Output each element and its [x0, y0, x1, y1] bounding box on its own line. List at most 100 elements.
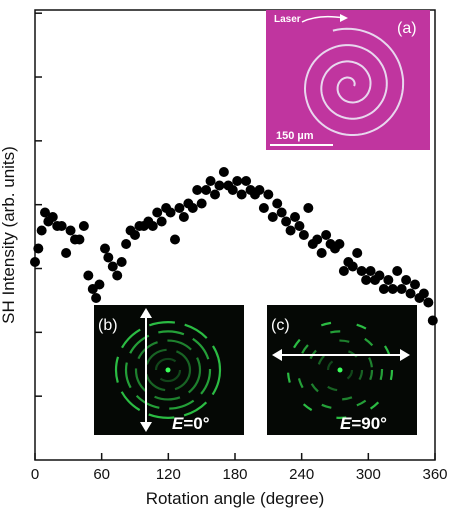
data-point: [147, 221, 158, 231]
inset-c-rings: [286, 321, 394, 419]
x-ticks: [34, 453, 436, 460]
data-point: [91, 293, 102, 303]
data-point: [61, 248, 72, 258]
x-tick-label: 60: [93, 466, 110, 483]
data-point: [334, 239, 345, 249]
laser-label: Laser: [274, 14, 301, 25]
data-point: [236, 189, 247, 200]
data-point: [405, 288, 416, 299]
data-point: [165, 207, 176, 218]
sh-ring: [296, 330, 384, 410]
x-tick-label: 0: [31, 466, 39, 483]
inset-b-e-symbol: E: [172, 414, 184, 433]
data-point: [83, 270, 94, 281]
data-point: [100, 243, 110, 254]
scale-bar-label: 150 µm: [276, 130, 314, 142]
sh-ring: [286, 321, 394, 419]
data-point: [156, 216, 167, 227]
arrowhead-up: [140, 308, 152, 318]
data-point: [232, 176, 243, 186]
x-tick-label: 120: [156, 466, 181, 483]
data-point: [254, 185, 265, 195]
arrowhead-down: [140, 422, 152, 432]
data-point: [285, 225, 296, 236]
data-point: [387, 284, 398, 294]
data-point: [36, 225, 47, 236]
data-point: [218, 167, 229, 177]
data-point: [396, 284, 407, 294]
inset-c-field: E=90°: [340, 414, 387, 433]
data-point: [33, 243, 44, 254]
x-tick-label: 180: [222, 466, 247, 483]
data-point: [56, 221, 67, 231]
data-point: [210, 189, 220, 200]
plot-area: 0 60 120 180 240 300 360: [30, 9, 448, 483]
data-point: [116, 257, 127, 267]
inset-b-rings: [114, 321, 222, 419]
data-point: [361, 275, 372, 285]
sh-ring: [306, 339, 374, 401]
data-point: [78, 221, 89, 231]
arrowhead-left: [272, 349, 282, 361]
x-tick-label: 300: [356, 466, 381, 483]
data-point: [352, 248, 363, 258]
data-point: [281, 216, 292, 227]
data-point: [427, 315, 438, 326]
sh-ring: [144, 348, 192, 392]
sh-ring: [124, 330, 212, 410]
data-points: [30, 167, 438, 326]
laser-arrow: [301, 15, 345, 23]
data-point: [321, 230, 332, 240]
inset-c-label: (c): [271, 317, 290, 334]
sh-ring: [316, 348, 364, 392]
y-ticks: [35, 12, 42, 397]
spiral-waveguide: [303, 27, 405, 136]
data-point: [401, 275, 412, 285]
data-point: [178, 212, 189, 222]
sh-ring: [114, 321, 222, 419]
data-point: [170, 234, 180, 245]
data-point: [65, 225, 76, 236]
data-point: [347, 261, 358, 272]
data-point: [365, 266, 376, 276]
data-point: [94, 279, 105, 290]
data-point: [392, 266, 403, 276]
data-point: [205, 176, 216, 186]
data-point: [410, 279, 420, 290]
data-point: [312, 234, 323, 245]
data-point: [214, 180, 225, 191]
data-point: [196, 198, 207, 209]
data-point: [47, 212, 58, 222]
data-point: [201, 185, 212, 195]
data-point: [276, 207, 287, 218]
inset-c-sh-image: (c) E=90°: [267, 305, 417, 435]
data-point: [121, 239, 132, 249]
data-point: [30, 257, 40, 267]
inset-a-label: (a): [397, 20, 417, 37]
arrowhead-right: [400, 349, 410, 361]
x-axis-label: Rotation angle (degree): [146, 489, 325, 508]
data-point: [152, 207, 163, 218]
data-point: [418, 288, 429, 299]
data-point: [267, 212, 278, 222]
data-point: [187, 203, 198, 213]
data-point: [40, 207, 50, 218]
data-point: [258, 203, 269, 213]
data-point: [241, 176, 252, 186]
inset-b-sh-image: (b) E=0°: [94, 305, 244, 435]
inset-b-label: (b): [98, 317, 118, 334]
sh-ring: [154, 357, 182, 383]
inset-c-e-value: =90°: [351, 414, 387, 433]
data-point: [130, 230, 140, 240]
sh-center-spot: [165, 367, 171, 373]
data-point: [383, 275, 394, 285]
data-point: [356, 266, 367, 276]
data-point: [378, 284, 389, 294]
data-point: [174, 203, 185, 213]
data-point: [298, 230, 309, 240]
data-point: [316, 248, 327, 258]
sh-ring: [134, 339, 202, 401]
data-point: [374, 270, 385, 281]
sh-ring: [326, 357, 354, 383]
